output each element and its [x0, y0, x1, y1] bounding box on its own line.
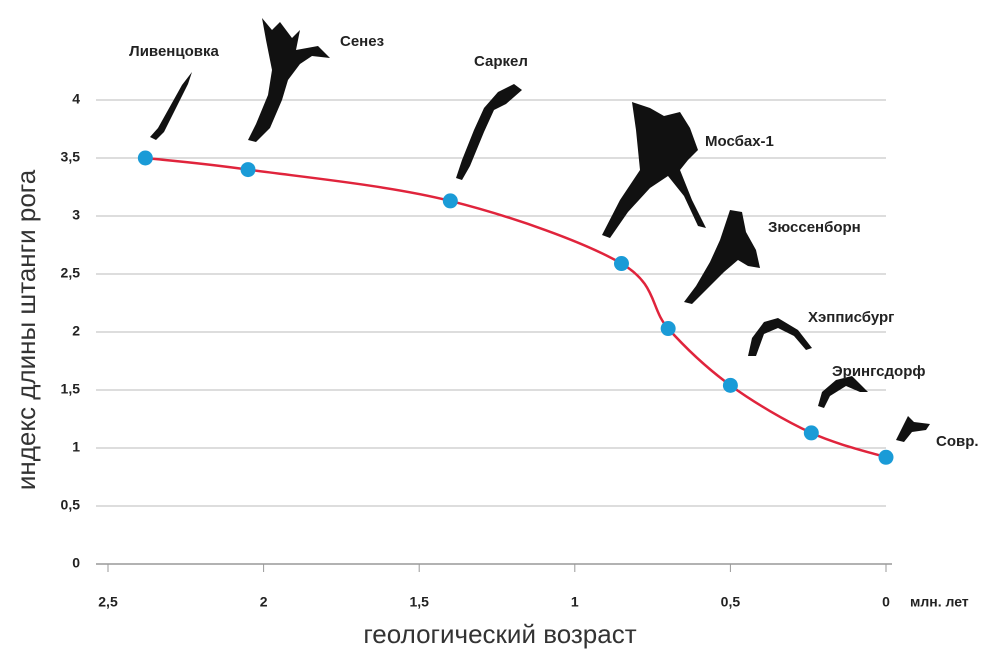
point-label: Зюссенборн — [768, 219, 861, 236]
point-label: Эрингсдорф — [832, 363, 925, 380]
x-tick-label: 2 — [260, 594, 268, 610]
x-unit: млн. лет — [910, 594, 969, 610]
chart: Ливенцовка Сенез Саркел Мосбах-1 Зюссенб… — [0, 0, 1008, 653]
data-point — [138, 151, 153, 166]
y-axis-title: индекс длины штанги рога — [11, 169, 41, 490]
y-tick-label: 3 — [72, 207, 80, 223]
data-point — [804, 425, 819, 440]
x-tick-label: 1 — [571, 594, 579, 610]
y-tick-label: 3,5 — [61, 149, 81, 165]
point-label: Совр. — [936, 433, 979, 450]
data-point — [661, 321, 676, 336]
horn — [896, 416, 930, 442]
data-point — [443, 193, 458, 208]
horn — [248, 18, 330, 142]
x-tick-label: 2,5 — [98, 594, 118, 610]
horn — [748, 318, 812, 356]
horn — [684, 210, 760, 304]
horn — [150, 72, 192, 140]
y-tick-label: 4 — [72, 91, 80, 107]
y-tick-label: 1,5 — [61, 381, 81, 397]
point-label: Мосбах-1 — [705, 133, 774, 150]
y-tick-label: 2 — [72, 323, 80, 339]
point-label: Саркел — [474, 53, 528, 70]
horn — [818, 376, 868, 408]
data-point — [241, 162, 256, 177]
y-tick-label: 0 — [72, 555, 80, 571]
x-tick-label: 0 — [882, 594, 890, 610]
horn — [456, 84, 522, 180]
y-tick-label: 2,5 — [61, 265, 81, 281]
data-point — [879, 450, 894, 465]
data-point — [723, 378, 738, 393]
x-tick-label: 1,5 — [409, 594, 429, 610]
point-label: Сенез — [340, 33, 384, 50]
data-point — [614, 256, 629, 271]
data-line — [145, 158, 886, 457]
point-label: Ливенцовка — [129, 43, 219, 60]
horn — [602, 102, 706, 238]
point-label: Хэпписбург — [808, 309, 894, 326]
y-tick-label: 0,5 — [61, 497, 81, 513]
y-tick-label: 1 — [72, 439, 80, 455]
x-tick-label: 0,5 — [721, 594, 741, 610]
x-axis-title: геологический возраст — [363, 619, 636, 649]
